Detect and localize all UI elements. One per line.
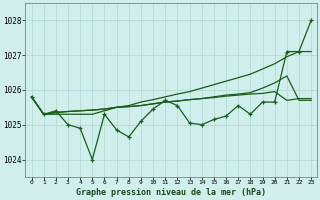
X-axis label: Graphe pression niveau de la mer (hPa): Graphe pression niveau de la mer (hPa) bbox=[76, 188, 266, 197]
